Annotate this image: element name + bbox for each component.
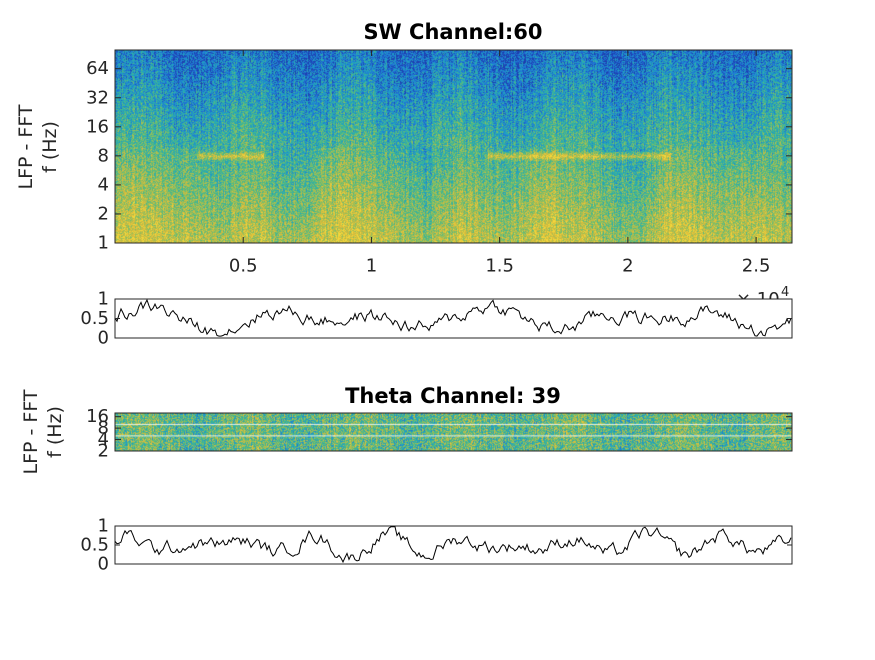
- y-tick-label: 0.5: [80, 535, 109, 556]
- sw-ylabel-line1: LFP - FFT: [15, 104, 37, 189]
- y-tick-label: 1: [98, 516, 109, 537]
- theta-title: Theta Channel: 39: [345, 384, 561, 408]
- y-tick-label: 16: [86, 116, 109, 137]
- x-tick-label: 1.5: [485, 256, 514, 277]
- theta-ratio-axes-box: [114, 525, 793, 565]
- y-tick-label: 2: [98, 441, 109, 462]
- theta-ylabel-line1: LFP - FFT: [20, 389, 42, 474]
- y-tick-label: 0.5: [80, 308, 109, 329]
- sw-spectrogram-panel: SW Channel:60 1 2 4 8 16 32 64 0.5 1 1.5 2 2.5 LFP…: [15, 20, 793, 310]
- y-tick-label: 2: [98, 203, 109, 224]
- y-tick-label: 0: [98, 328, 109, 349]
- theta-spectrogram-image: [115, 413, 792, 451]
- y-tick-label: 32: [86, 87, 109, 108]
- y-tick-label: 1: [98, 289, 109, 310]
- x-exponent-power: 4: [781, 285, 789, 300]
- y-tick-label: 4: [98, 429, 109, 450]
- y-tick-label: 8: [98, 418, 109, 439]
- theta-axes-box: [114, 412, 793, 452]
- y-tick-label: 1: [98, 233, 109, 254]
- sw-y-ticks: 1 2 4 8 16 32 64: [86, 58, 792, 254]
- sw-ratio-panel: 00.51: [80, 289, 793, 349]
- y-tick-label: 8: [98, 145, 109, 166]
- x-tick-label: 0.5: [229, 256, 258, 277]
- sw-axes-box: [114, 49, 793, 244]
- x-tick-label: 2.5: [742, 256, 771, 277]
- sw-ylabel-line2: f (Hz): [39, 121, 61, 173]
- y-tick-label: 16: [86, 406, 109, 427]
- theta-ratio-panel: 00.51: [80, 516, 793, 575]
- sw-ratio-line: [114, 298, 792, 337]
- y-tick-label: 4: [98, 174, 109, 195]
- theta-ratio-line: [114, 526, 792, 564]
- y-tick-label: 64: [86, 58, 109, 79]
- sw-x-ticks: 0.5 1 1.5 2 2.5: [229, 50, 771, 277]
- sw-ratio-y-ticks: 00.51: [80, 289, 792, 349]
- theta-ratio-y-ticks: 00.51: [80, 516, 792, 575]
- theta-ylabel-line2: f (Hz): [44, 406, 66, 458]
- y-tick-label: 0: [98, 554, 109, 575]
- sw-spectrogram-image: [115, 50, 792, 243]
- x-tick-label: 1: [366, 256, 377, 277]
- sw-title: SW Channel:60: [363, 20, 542, 44]
- x-tick-label: 2: [622, 256, 633, 277]
